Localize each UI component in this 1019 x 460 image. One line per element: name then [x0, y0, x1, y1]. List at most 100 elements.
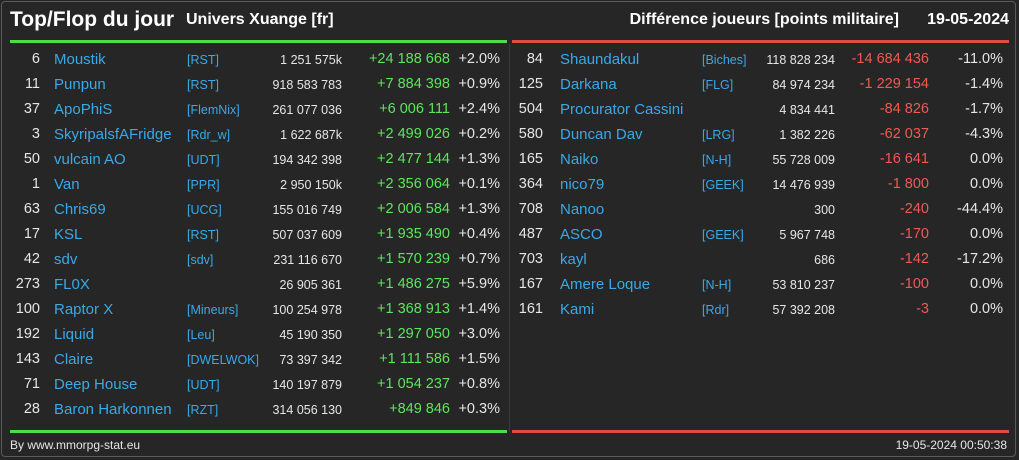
update-timestamp: 19-05-2024 00:50:38 — [895, 438, 1007, 452]
player-name-link[interactable]: Shaundakul — [560, 51, 640, 68]
player-name-link[interactable]: KSL — [54, 226, 83, 243]
player-name-link[interactable]: Kami — [560, 301, 595, 318]
percent-change: +0.9% — [458, 76, 500, 92]
player-rank: 504 — [518, 101, 543, 117]
player-name-link[interactable]: Raptor X — [54, 301, 114, 318]
alliance-tag-link[interactable]: [Leu] — [187, 328, 215, 342]
alliance-tag-link[interactable]: [Mineurs] — [187, 303, 239, 317]
player-rank: 6 — [31, 51, 40, 67]
alliance-tag-link[interactable]: [Biches] — [702, 53, 747, 67]
player-row: 167 Amere Loque [N-H] 53 810 237 -100 0.0% — [513, 273, 1009, 298]
header-date: 19-05-2024 — [927, 11, 1009, 28]
player-name-link[interactable]: Claire — [54, 351, 94, 368]
page-title: Top/Flop du jour — [10, 8, 175, 31]
top-bottom-line — [10, 430, 507, 433]
percent-change: -4.3% — [965, 126, 1003, 142]
player-row: 125 Darkana [FLG] 84 974 234 -1 229 154 -1.4% — [513, 73, 1009, 98]
alliance-tag-link[interactable]: [Rdr_w] — [187, 128, 231, 142]
player-name-link[interactable]: Nanoo — [560, 201, 605, 218]
player-name-link[interactable]: sdv — [54, 251, 78, 268]
player-name-link[interactable]: ApoPhiS — [54, 101, 113, 118]
player-points: 57 392 208 — [772, 303, 835, 317]
player-rank: 143 — [15, 351, 40, 367]
player-name-link[interactable]: Amere Loque — [560, 276, 651, 293]
player-points: 55 728 009 — [772, 153, 835, 167]
player-name-link[interactable]: Duncan Dav — [560, 126, 643, 143]
player-name-link[interactable]: FL0X — [54, 276, 90, 293]
percent-change: +0.1% — [458, 176, 500, 192]
player-row: 273 FL0X 26 905 361 +1 486 275 +5.9% — [10, 273, 507, 298]
player-name-link[interactable]: kayl — [560, 251, 587, 268]
player-name-link[interactable]: Chris69 — [54, 201, 106, 218]
player-name-link[interactable]: Naiko — [560, 151, 599, 168]
points-difference: -1 800 — [887, 176, 929, 192]
alliance-tag-link[interactable]: [LRG] — [702, 128, 735, 142]
top-losers-list: 84 Shaundakul [Biches] 118 828 234 -14 684 4… — [513, 48, 1009, 323]
player-name-link[interactable]: Procurator Cassini — [560, 101, 684, 118]
player-row: 143 Claire [DWELWOK] 73 397 342 +1 111 586 +1… — [10, 348, 507, 373]
player-name-link[interactable]: Moustik — [54, 51, 106, 68]
player-rank: 273 — [15, 276, 40, 292]
percent-change: +3.0% — [458, 326, 500, 342]
player-name-link[interactable]: Liquid — [54, 326, 95, 343]
percent-change: 0.0% — [969, 226, 1003, 242]
alliance-tag-link[interactable]: [PPR] — [187, 178, 220, 192]
player-rank: 1 — [31, 176, 40, 192]
player-rank: 487 — [518, 226, 543, 242]
player-rank: 63 — [23, 201, 40, 217]
points-difference: -170 — [899, 226, 929, 242]
alliance-tag-link[interactable]: [RZT] — [187, 403, 219, 417]
player-name-link[interactable]: ASCO — [560, 226, 603, 243]
player-points: 686 — [814, 253, 835, 267]
player-row: 708 Nanoo 300 -240 -44.4% — [513, 198, 1009, 223]
player-points: 100 254 978 — [272, 303, 342, 317]
percent-change: +0.4% — [458, 226, 500, 242]
player-rank: 84 — [526, 51, 543, 67]
player-points: 84 974 234 — [772, 78, 835, 92]
player-row: 37 ApoPhiS [FlemNix] 261 077 036 +6 006 111 +… — [10, 98, 507, 123]
alliance-tag-link[interactable]: [FLG] — [702, 78, 734, 92]
player-name-link[interactable]: Darkana — [560, 76, 617, 93]
alliance-tag-link[interactable]: [N-H] — [702, 153, 732, 167]
player-row: 84 Shaundakul [Biches] 118 828 234 -14 684 4… — [513, 48, 1009, 73]
alliance-tag-link[interactable]: [sdv] — [187, 253, 214, 267]
alliance-tag-link[interactable]: [GEEK] — [702, 178, 744, 192]
alliance-tag-link[interactable]: [RST] — [187, 53, 219, 67]
player-rank: 192 — [15, 326, 40, 342]
points-difference: +2 477 144 — [377, 151, 450, 167]
player-row: 703 kayl 686 -142 -17.2% — [513, 248, 1009, 273]
player-points: 5 967 748 — [779, 228, 835, 242]
alliance-tag-link[interactable]: [N-H] — [702, 278, 732, 292]
player-row: 165 Naiko [N-H] 55 728 009 -16 641 0.0% — [513, 148, 1009, 173]
player-row: 63 Chris69 [UCG] 155 016 749 +2 006 584 +1.3% — [10, 198, 507, 223]
alliance-tag-link[interactable]: [UDT] — [187, 153, 220, 167]
player-rank: 125 — [518, 76, 543, 92]
player-row: 487 ASCO [GEEK] 5 967 748 -170 0.0% — [513, 223, 1009, 248]
percent-change: +2.0% — [458, 51, 500, 67]
player-name-link[interactable]: Van — [54, 176, 80, 193]
alliance-tag-link[interactable]: [GEEK] — [702, 228, 744, 242]
player-name-link[interactable]: nico79 — [560, 176, 605, 193]
universe-label: Univers Xuange [fr] — [186, 11, 334, 28]
points-difference: -14 684 436 — [851, 51, 929, 67]
player-name-link[interactable]: vulcain AO — [54, 151, 126, 168]
alliance-tag-link[interactable]: [UDT] — [187, 378, 220, 392]
alliance-tag-link[interactable]: [Rdr] — [702, 303, 730, 317]
player-points: 300 — [814, 203, 835, 217]
player-name-link[interactable]: Deep House — [54, 376, 138, 393]
alliance-tag-link[interactable]: [FlemNix] — [187, 103, 240, 117]
points-difference: +1 935 490 — [377, 226, 450, 242]
alliance-tag-link[interactable]: [DWELWOK] — [187, 353, 259, 367]
percent-change: +1.3% — [458, 201, 500, 217]
player-name-link[interactable]: SkyripalsfAFridge — [54, 126, 172, 143]
player-name-link[interactable]: Baron Harkonnen — [54, 401, 172, 418]
percent-change: +5.9% — [458, 276, 500, 292]
alliance-tag-link[interactable]: [RST] — [187, 228, 219, 242]
player-rank: 17 — [23, 226, 40, 242]
site-credit-link[interactable]: By www.mmorpg-stat.eu — [10, 438, 141, 452]
alliance-tag-link[interactable]: [UCG] — [187, 203, 222, 217]
ranking-type-label: Différence joueurs [points militaire] — [629, 11, 899, 28]
alliance-tag-link[interactable]: [RST] — [187, 78, 219, 92]
player-name-link[interactable]: Punpun — [54, 76, 106, 93]
